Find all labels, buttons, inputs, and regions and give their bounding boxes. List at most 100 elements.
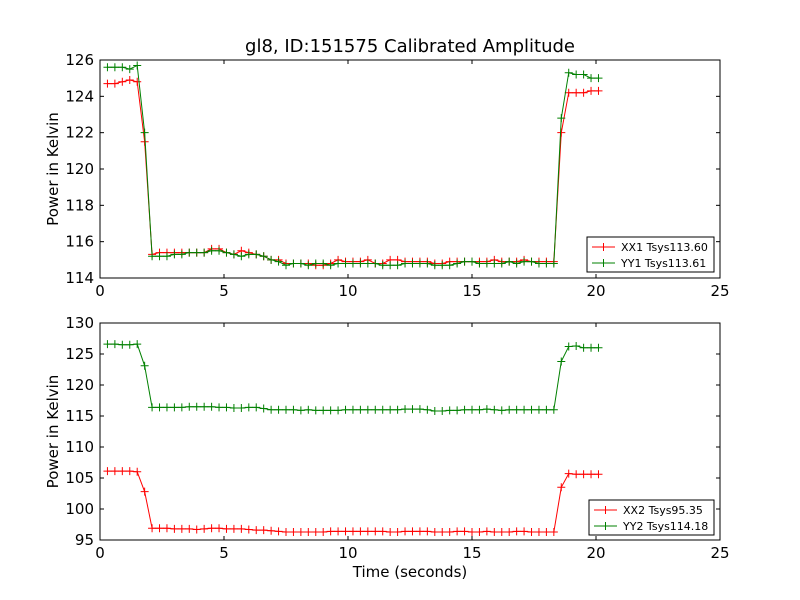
data-point bbox=[259, 252, 268, 261]
x-tick-label: 0 bbox=[95, 282, 105, 300]
data-point bbox=[118, 467, 127, 476]
data-point bbox=[326, 527, 335, 536]
data-point bbox=[289, 527, 298, 536]
data-point bbox=[348, 527, 357, 536]
data-point bbox=[423, 405, 432, 414]
data-point bbox=[237, 252, 246, 261]
data-point bbox=[289, 405, 298, 414]
data-point bbox=[192, 402, 201, 411]
data-point bbox=[564, 68, 573, 77]
data-point bbox=[296, 527, 305, 536]
data-point bbox=[468, 405, 476, 414]
data-point bbox=[587, 470, 596, 479]
data-point bbox=[490, 527, 499, 536]
x-tick-label: 15 bbox=[462, 544, 481, 562]
data-point bbox=[378, 405, 387, 414]
data-point bbox=[468, 527, 476, 536]
data-point bbox=[579, 343, 588, 352]
data-point bbox=[408, 527, 417, 536]
x-tick-label: 5 bbox=[219, 544, 229, 562]
data-point bbox=[401, 527, 410, 536]
data-point bbox=[430, 407, 439, 416]
data-point bbox=[490, 259, 499, 268]
data-point bbox=[453, 527, 462, 536]
legend-box bbox=[588, 499, 715, 536]
data-point bbox=[505, 257, 514, 266]
data-point bbox=[140, 487, 149, 496]
data-point bbox=[103, 63, 112, 72]
data-point bbox=[311, 406, 320, 415]
data-point bbox=[170, 524, 179, 533]
data-point bbox=[319, 527, 328, 536]
data-point bbox=[587, 74, 596, 83]
data-point bbox=[393, 527, 402, 536]
data-point bbox=[200, 402, 209, 411]
data-point bbox=[453, 406, 462, 415]
data-point bbox=[430, 527, 439, 536]
y-tick-label: 100 bbox=[65, 500, 94, 518]
data-point bbox=[148, 252, 157, 261]
y-tick-label: 115 bbox=[65, 407, 94, 425]
data-point bbox=[415, 527, 424, 536]
y-tick-label: 95 bbox=[75, 531, 94, 549]
data-point bbox=[237, 403, 246, 412]
data-point bbox=[371, 405, 380, 414]
data-point bbox=[289, 259, 298, 268]
data-point bbox=[408, 405, 417, 414]
y-tick-label: 124 bbox=[65, 87, 94, 105]
data-point bbox=[371, 527, 380, 536]
data-point bbox=[557, 357, 566, 366]
data-point bbox=[304, 527, 313, 536]
data-point bbox=[371, 259, 380, 268]
y-tick-label: 130 bbox=[65, 314, 94, 332]
y-tick-label: 120 bbox=[65, 376, 94, 394]
data-point bbox=[497, 527, 506, 536]
x-tick-label: 10 bbox=[338, 544, 357, 562]
y-axis-label: Power in Kelvin bbox=[44, 112, 62, 226]
data-point bbox=[304, 405, 313, 414]
data-point bbox=[311, 259, 320, 268]
data-point bbox=[579, 88, 588, 97]
y-tick-label: 120 bbox=[65, 160, 94, 178]
data-point bbox=[110, 467, 119, 476]
y-tick-label: 110 bbox=[65, 438, 94, 456]
data-point bbox=[512, 259, 521, 268]
data-point bbox=[155, 252, 164, 261]
data-point bbox=[267, 255, 276, 264]
series-3 bbox=[103, 467, 603, 536]
data-point bbox=[348, 405, 357, 414]
data-point bbox=[401, 405, 410, 414]
data-point bbox=[177, 250, 186, 259]
data-point bbox=[356, 527, 365, 536]
data-point bbox=[222, 403, 231, 412]
data-point bbox=[512, 405, 521, 414]
data-point bbox=[311, 527, 320, 536]
data-point bbox=[177, 403, 186, 412]
legend-box bbox=[586, 236, 715, 273]
y-axis-label: Power in Kelvin bbox=[44, 375, 62, 489]
legend-marker bbox=[601, 506, 610, 514]
data-point bbox=[348, 259, 357, 268]
data-point bbox=[140, 128, 149, 137]
data-point bbox=[497, 259, 506, 268]
data-point bbox=[215, 246, 224, 255]
data-point bbox=[162, 524, 171, 533]
data-point bbox=[557, 483, 566, 492]
data-point bbox=[296, 259, 305, 268]
data-point bbox=[103, 79, 112, 88]
axes-frame bbox=[99, 322, 721, 541]
data-point bbox=[125, 467, 134, 476]
data-point bbox=[534, 527, 543, 536]
data-point bbox=[445, 261, 454, 270]
y-tick-label: 105 bbox=[65, 469, 94, 487]
data-point bbox=[482, 405, 491, 414]
data-point bbox=[341, 405, 350, 414]
data-point bbox=[549, 527, 558, 536]
data-point bbox=[564, 342, 573, 351]
legend-item: XX1 Tsys113.60 bbox=[592, 241, 708, 254]
legend-label: XX2 Tsys95.35 bbox=[623, 504, 703, 517]
data-point bbox=[162, 252, 171, 261]
data-point bbox=[557, 114, 566, 123]
data-point bbox=[453, 259, 462, 268]
data-point bbox=[505, 405, 514, 414]
